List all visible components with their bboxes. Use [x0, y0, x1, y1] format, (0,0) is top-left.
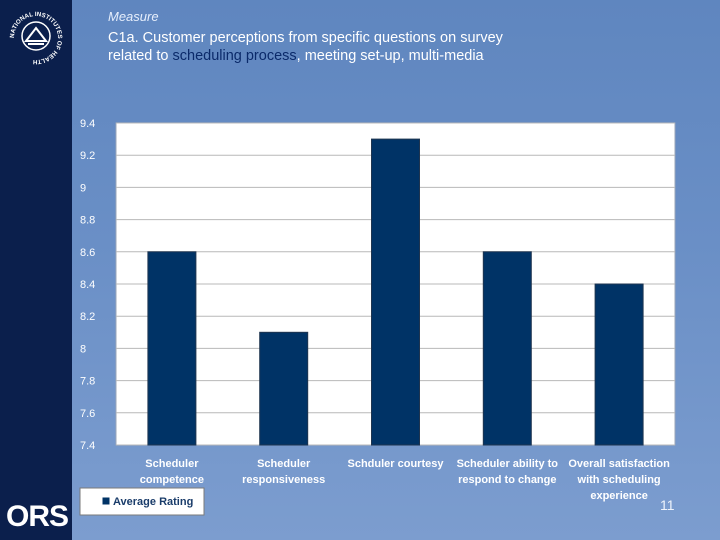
ors-logo: ORS [6, 500, 69, 533]
y-tick-label: 8 [80, 343, 86, 355]
x-tick-label: Overall satisfaction [568, 458, 670, 470]
legend-swatch [101, 496, 111, 506]
y-tick-label: 8.8 [80, 215, 95, 227]
legend-box [79, 487, 205, 516]
title-line-2: related to scheduling process, meeting s… [108, 47, 688, 65]
x-tick-label: Scheduler [257, 458, 311, 470]
x-tick-label: Scheduler ability to [457, 458, 559, 470]
x-tick-label: Schduler courtesy [348, 458, 445, 470]
nih-seal-logo: NATIONAL INSTITUTES OF HEALTH [9, 11, 63, 65]
y-tick-label: 9.4 [80, 118, 95, 130]
x-tick-label: responsiveness [242, 474, 325, 486]
title-line-1: C1a. Customer perceptions from specific … [108, 30, 503, 46]
y-tick-label: 8.2 [80, 311, 95, 323]
x-tick-label: experience [590, 490, 647, 502]
bar [594, 283, 644, 446]
title-prefix: related to [108, 48, 173, 64]
x-tick-label: Scheduler [145, 458, 199, 470]
bar [371, 138, 420, 446]
title-highlight: scheduling process [172, 48, 297, 64]
x-tick-label: respond to change [458, 474, 556, 486]
y-tick-label: 9 [80, 182, 86, 194]
measure-label: Measure [108, 9, 159, 24]
y-tick-label: 9.2 [80, 150, 95, 162]
y-tick-label: 8.4 [80, 279, 95, 291]
title-suffix: , meeting set-up, multi-media [296, 48, 484, 64]
y-tick-label: 7.4 [80, 440, 95, 452]
legend-label: Average Rating [113, 496, 193, 508]
y-tick-label: 7.8 [80, 376, 95, 388]
y-tick-label: 7.6 [80, 408, 95, 420]
bar [259, 331, 309, 446]
y-tick-label: 8.6 [80, 247, 95, 259]
x-tick-label: with scheduling [577, 474, 661, 486]
slide-header: Measure C1a. Customer perceptions from s… [108, 8, 688, 65]
page-number: 11 [660, 497, 675, 513]
bar [147, 251, 197, 446]
sidebar: NATIONAL INSTITUTES OF HEALTH ORS [0, 0, 72, 540]
bar [482, 251, 532, 446]
x-tick-label: competence [140, 474, 204, 486]
